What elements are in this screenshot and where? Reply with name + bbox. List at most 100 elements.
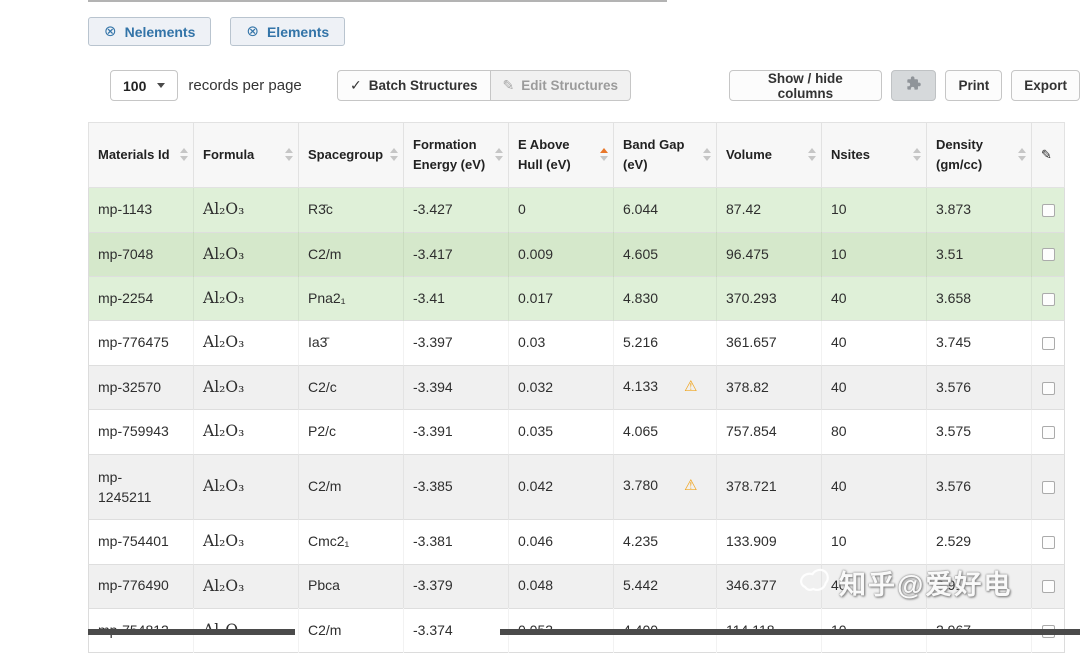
cell-band-gap: 3.780 ⚠ bbox=[613, 453, 717, 520]
column-header-e-above-hull[interactable]: E Above Hull (eV) bbox=[508, 121, 614, 189]
sort-icon bbox=[390, 148, 398, 162]
bottom-panel-edge-left bbox=[88, 629, 295, 635]
column-header-label: Density (gm/cc) bbox=[936, 137, 983, 173]
table-row: mp-1245211 Al₂O₃ C2/m -3.385 0.042 3.780… bbox=[88, 453, 1065, 520]
sort-icon bbox=[808, 148, 816, 162]
cell-e-above-hull: 0.017 bbox=[508, 276, 614, 321]
column-header-label: E Above Hull (eV) bbox=[518, 137, 571, 173]
cell-spacegroup: R3̄c bbox=[298, 187, 404, 233]
row-checkbox[interactable] bbox=[1041, 425, 1055, 439]
cell-density: 3.51 bbox=[926, 231, 1032, 277]
row-checkbox[interactable] bbox=[1041, 248, 1055, 262]
table-toolbar: Show / hide columns Print Export bbox=[729, 70, 1080, 101]
records-per-page-label: records per page bbox=[188, 77, 302, 94]
column-header-label: Materials Id bbox=[98, 147, 170, 163]
cell-band-gap: 5.216 bbox=[613, 320, 717, 366]
row-checkbox[interactable] bbox=[1041, 580, 1055, 594]
elements-filter-button[interactable]: ⊗ Elements bbox=[230, 17, 346, 46]
cell-band-gap: 4.065 bbox=[613, 409, 717, 455]
cell-select bbox=[1031, 231, 1065, 277]
cell-nsites: 40 bbox=[821, 320, 927, 366]
cell-volume: 370.293 bbox=[716, 276, 822, 321]
table-row: mp-2254 Al₂O₃ Pna2₁ -3.41 0.017 4.830 37… bbox=[88, 276, 1065, 321]
column-header-volume[interactable]: Volume bbox=[716, 121, 822, 189]
cell-formula: Al₂O₃ bbox=[193, 409, 299, 455]
panel-divider bbox=[88, 0, 667, 2]
column-header-label: Volume bbox=[726, 147, 772, 163]
table-row: mp-754401 Al₂O₃ Cmc2₁ -3.381 0.046 4.235… bbox=[88, 519, 1065, 564]
cell-e-above-hull: 0.042 bbox=[508, 453, 614, 520]
cell-nsites: 10 bbox=[821, 231, 927, 277]
sort-icon bbox=[913, 148, 921, 162]
cell-spacegroup: P2/c bbox=[298, 409, 404, 455]
column-header-nsites[interactable]: Nsites bbox=[821, 121, 927, 189]
cell-nsites: 10 bbox=[821, 187, 927, 233]
cell-select bbox=[1031, 453, 1065, 520]
row-checkbox[interactable] bbox=[1041, 381, 1055, 395]
cell-formation-energy: -3.381 bbox=[403, 519, 509, 564]
sort-asc-icon bbox=[600, 148, 608, 162]
row-checkbox[interactable] bbox=[1041, 204, 1055, 218]
cell-formula: Al₂O₃ bbox=[193, 364, 299, 410]
print-button[interactable]: Print bbox=[945, 70, 1003, 101]
show-hide-columns-button[interactable]: Show / hide columns bbox=[729, 70, 882, 101]
show-hide-columns-label: Show / hide columns bbox=[767, 70, 843, 101]
print-label: Print bbox=[958, 78, 990, 93]
row-checkbox[interactable] bbox=[1041, 337, 1055, 351]
cell-volume: 361.657 bbox=[716, 320, 822, 366]
cell-formula: Al₂O₃ bbox=[193, 563, 299, 609]
column-header-label: Spacegroup bbox=[308, 147, 384, 163]
cell-materials-id: mp-1143 bbox=[88, 187, 194, 233]
edit-structures-button[interactable]: ✎ Edit Structures bbox=[490, 70, 632, 101]
page-size-select[interactable]: 100 bbox=[110, 70, 179, 101]
cell-e-above-hull: 0.035 bbox=[508, 409, 614, 455]
cell-band-gap: 6.044 bbox=[613, 187, 717, 233]
cell-formula: Al₂O₃ bbox=[193, 320, 299, 366]
export-button[interactable]: Export bbox=[1011, 70, 1080, 101]
cell-formation-energy: -3.379 bbox=[403, 563, 509, 609]
column-header-materials-id[interactable]: Materials Id bbox=[88, 121, 194, 189]
cell-spacegroup: Pbca bbox=[298, 563, 404, 609]
cell-volume: 96.475 bbox=[716, 231, 822, 277]
cell-volume: 378.82 bbox=[716, 364, 822, 410]
cell-e-above-hull: 0.046 bbox=[508, 519, 614, 564]
cell-band-gap: 4.235 bbox=[613, 519, 717, 564]
cell-formula: Al₂O₃ bbox=[193, 187, 299, 233]
edit-structures-label: Edit Structures bbox=[521, 78, 619, 93]
column-header-label: Nsites bbox=[831, 147, 871, 163]
row-checkbox[interactable] bbox=[1041, 292, 1055, 306]
column-header-label: Band Gap (eV) bbox=[623, 137, 685, 173]
cell-select bbox=[1031, 409, 1065, 455]
cell-formation-energy: -3.397 bbox=[403, 320, 509, 366]
cell-formula: Al₂O₃ bbox=[193, 276, 299, 321]
cell-select bbox=[1031, 320, 1065, 366]
remove-filter-icon: ⊗ bbox=[246, 23, 259, 40]
cell-volume: 87.42 bbox=[716, 187, 822, 233]
cell-band-gap: 5.442 bbox=[613, 563, 717, 609]
column-header-density[interactable]: Density (gm/cc) bbox=[926, 121, 1032, 189]
cell-materials-id: mp-776475 bbox=[88, 320, 194, 366]
column-header-spacegroup[interactable]: Spacegroup bbox=[298, 121, 404, 189]
column-header-band-gap[interactable]: Band Gap (eV) bbox=[613, 121, 717, 189]
row-checkbox[interactable] bbox=[1041, 535, 1055, 549]
batch-structures-button[interactable]: ✓ Batch Structures bbox=[337, 70, 491, 101]
band-gap-value: 4.133 bbox=[623, 378, 659, 395]
pencil-icon: ✎ bbox=[502, 77, 515, 93]
cell-density: 3.873 bbox=[926, 187, 1032, 233]
cell-nsites: 10 bbox=[821, 519, 927, 564]
caret-down-icon bbox=[157, 83, 166, 88]
cell-volume: 757.854 bbox=[716, 409, 822, 455]
puzzle-icon bbox=[905, 75, 923, 96]
cell-spacegroup: C2/m bbox=[298, 607, 404, 653]
nelements-filter-button[interactable]: ⊗ Nelements bbox=[88, 17, 212, 46]
sort-icon bbox=[1018, 148, 1026, 162]
cell-spacegroup: C2/m bbox=[298, 231, 404, 277]
cell-volume: 378.721 bbox=[716, 453, 822, 520]
column-header-formula[interactable]: Formula bbox=[193, 121, 299, 189]
plugin-button[interactable] bbox=[890, 70, 937, 101]
header-row: Materials Id Formula Spacegroup Formatio… bbox=[88, 121, 1065, 189]
column-header-formation-energy[interactable]: Formation Energy (eV) bbox=[403, 121, 509, 189]
cell-materials-id: mp-32570 bbox=[88, 364, 194, 410]
row-checkbox[interactable] bbox=[1041, 480, 1055, 494]
bottom-panel-edge-right bbox=[500, 629, 1080, 635]
